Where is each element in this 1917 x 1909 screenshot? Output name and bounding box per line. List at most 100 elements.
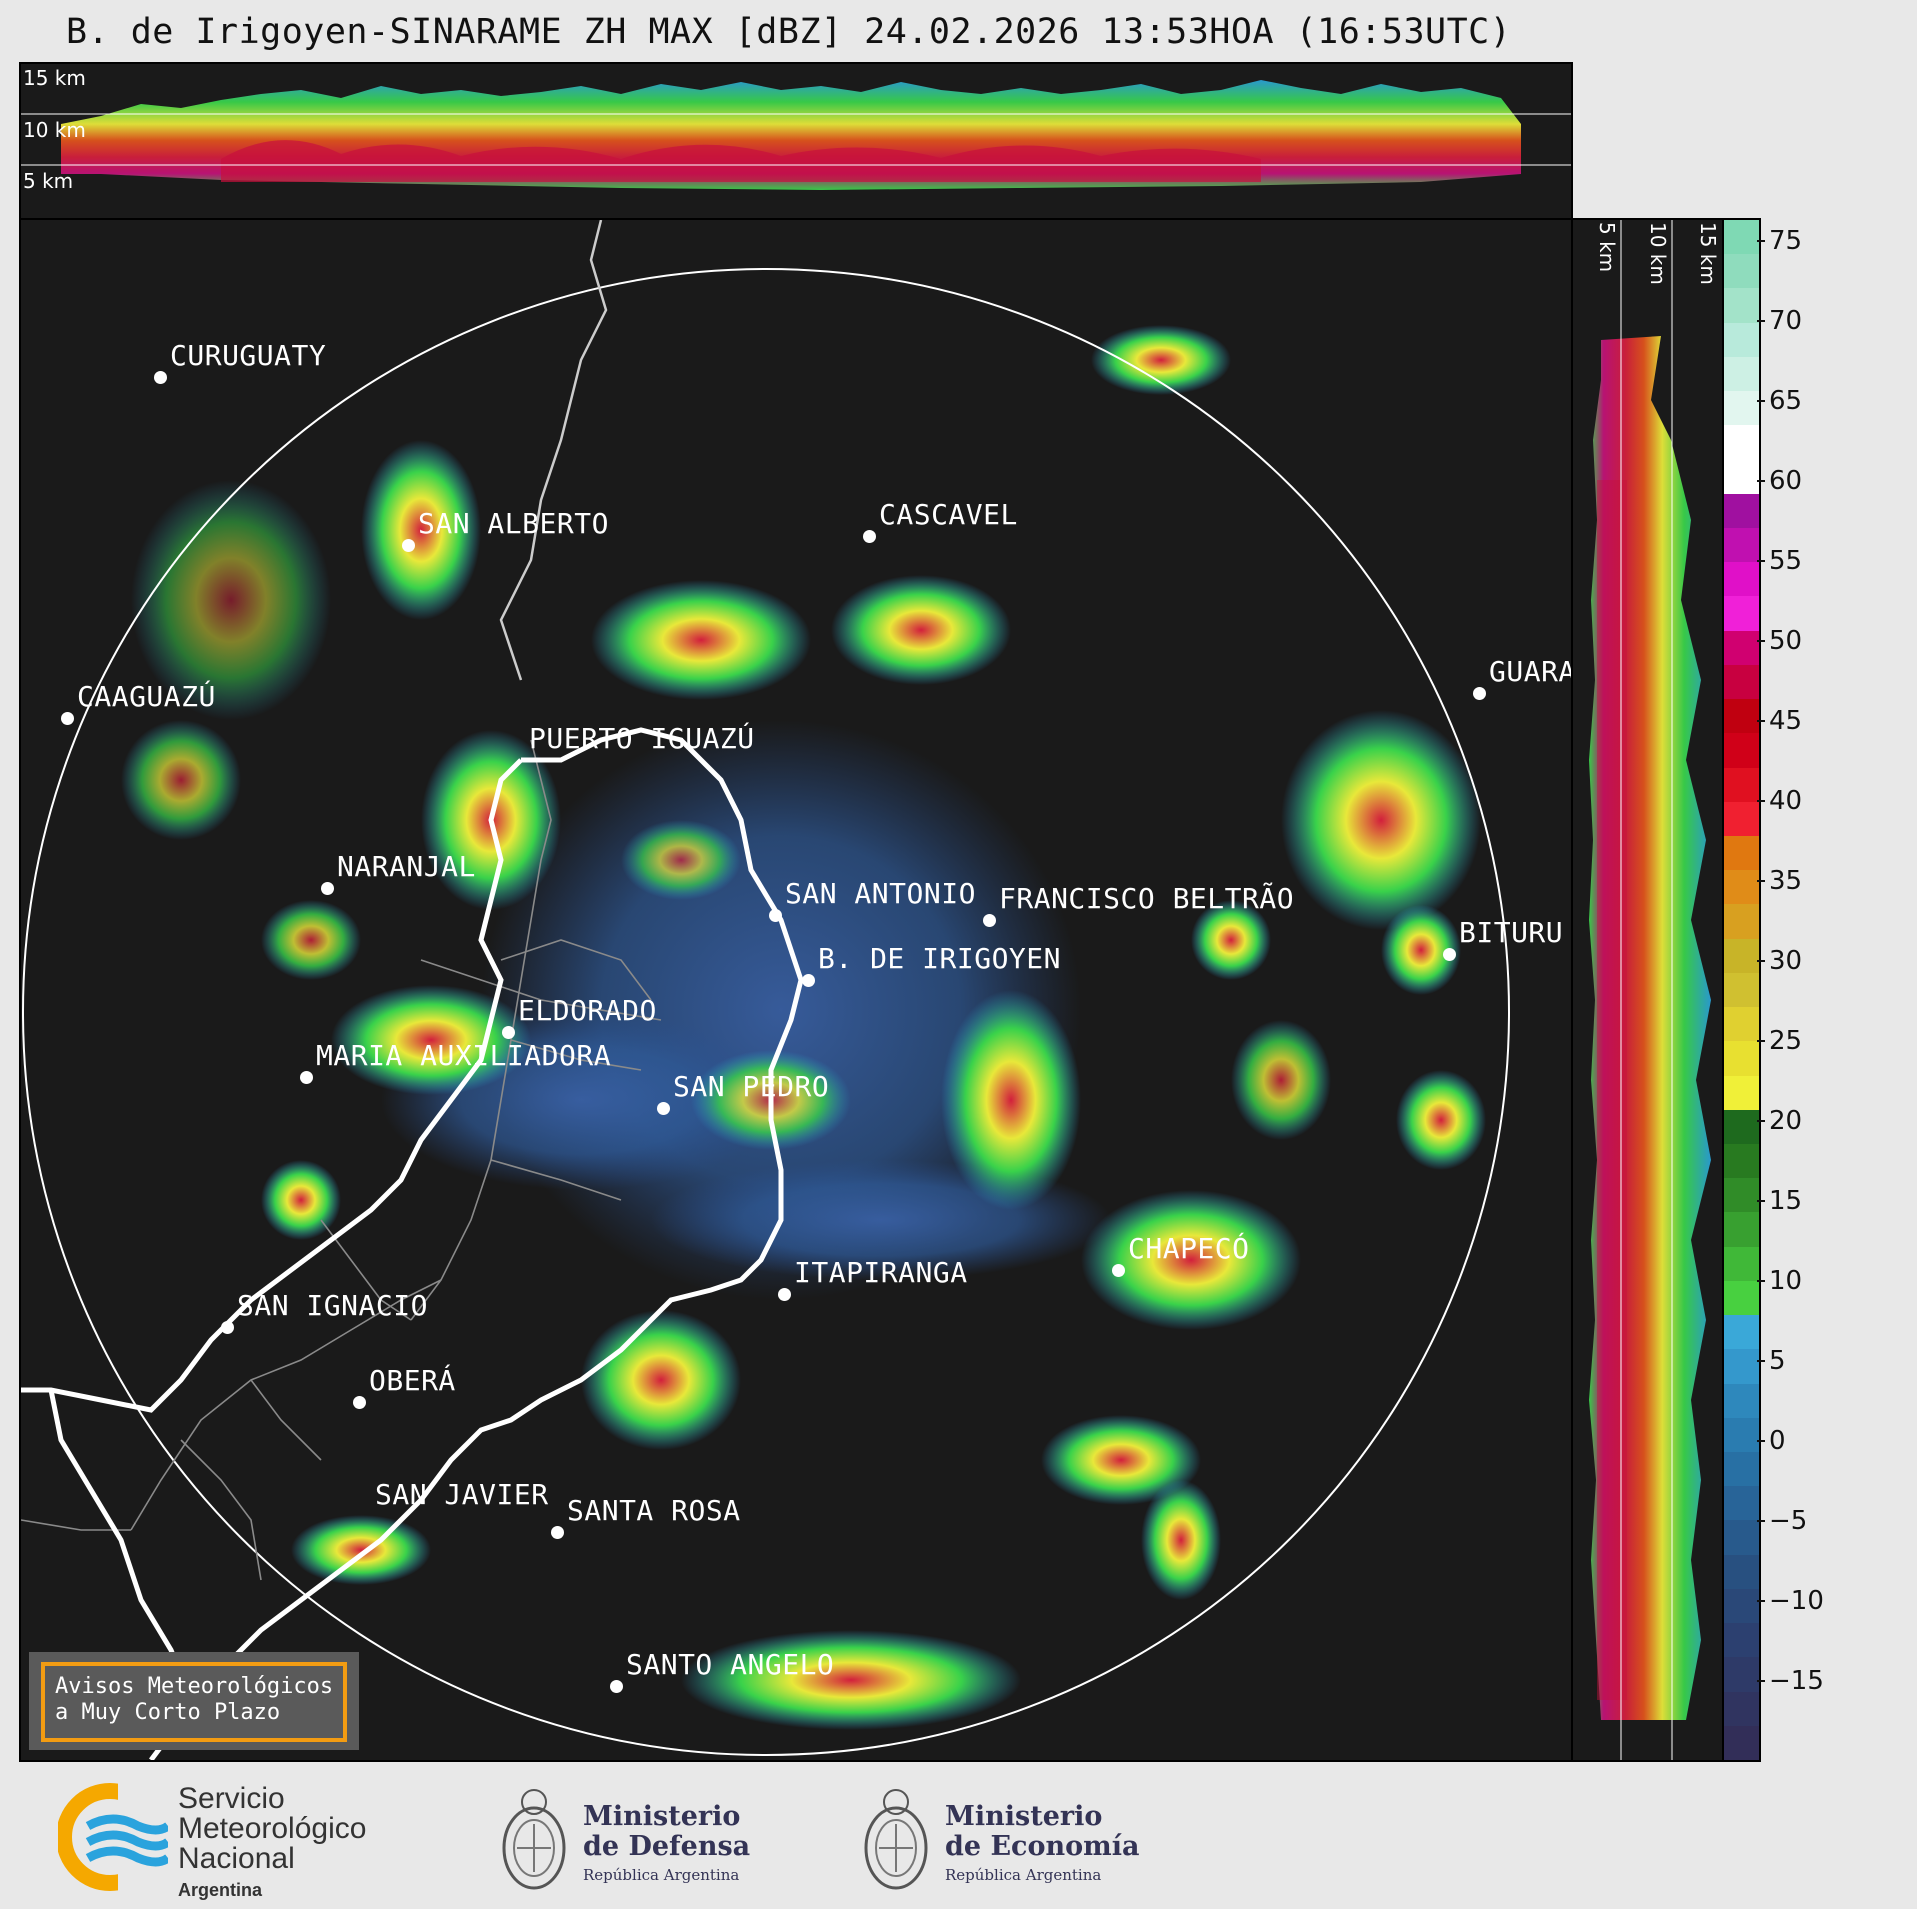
- top-altitude-label-5km: 5 km: [23, 169, 74, 193]
- city-label: ITAPIRANGA: [794, 1256, 968, 1289]
- right-altitude-label-5km: 5 km: [1595, 222, 1619, 273]
- city-dot: [221, 1321, 234, 1334]
- colorbar-tick-35: 35: [1756, 866, 1802, 896]
- alerts-line-2: a Muy Corto Plazo: [55, 1700, 281, 1725]
- colorbar-segment: [1724, 1041, 1759, 1077]
- city-dot: [769, 909, 782, 922]
- city-dot: [1112, 1264, 1125, 1277]
- colorbar-segment: [1724, 664, 1759, 701]
- colorbar-tick-minus5: −5: [1756, 1506, 1807, 1536]
- admin-boundaries: [21, 739, 662, 1581]
- footer-logos: Servicio Meteorológico Nacional Argentin…: [0, 1762, 1917, 1909]
- colorbar-segment: [1724, 767, 1759, 803]
- city-dot: [983, 914, 996, 927]
- city-dot: [300, 1071, 313, 1084]
- ministerio-defensa-line-3: República Argentina: [583, 1866, 740, 1884]
- city-label: SANTA ROSA: [567, 1494, 741, 1527]
- paraguay-brazil-border: [499, 220, 608, 681]
- alerts-link-box[interactable]: Avisos Meteorológicos a Muy Corto Plazo: [29, 1652, 359, 1750]
- colorbar-tick-minus15: −15: [1757, 1666, 1824, 1696]
- radar-range-ring: [22, 268, 1510, 1756]
- city-dot: [402, 539, 415, 552]
- city-dot: [863, 530, 876, 543]
- colorbar-tick-65: 65: [1756, 386, 1802, 416]
- colorbar-tick-55: 55: [1756, 546, 1802, 576]
- city-label: SAN IGNACIO: [237, 1289, 428, 1322]
- city-label: GUARA: [1489, 655, 1573, 688]
- colorbar-segment: [1724, 1725, 1759, 1760]
- city-label: CURUGUATY: [170, 339, 327, 372]
- colorbar-tick-20: 20: [1756, 1106, 1802, 1136]
- colorbar-segment: [1724, 562, 1759, 598]
- top-cross-section-echoes: [21, 80, 1571, 190]
- city-dot: [551, 1526, 564, 1539]
- colorbar-segment: [1724, 972, 1759, 1009]
- city-label: SAN ALBERTO: [418, 507, 609, 540]
- colorbar-segment: [1724, 1588, 1759, 1625]
- city-label: NARANJAL: [337, 850, 476, 883]
- city-label: OBERÁ: [369, 1364, 456, 1397]
- ministerio-defensa-line-2: de Defensa: [583, 1831, 751, 1862]
- colorbar-segment: [1724, 836, 1759, 872]
- smn-wordmark: Servicio Meteorológico Nacional Argentin…: [178, 1784, 366, 1901]
- map-title: B. de Irigoyen-SINARAME ZH MAX [dBZ] 24.…: [66, 12, 1512, 52]
- colorbar-tick-15: 15: [1756, 1186, 1802, 1216]
- alerts-link-frame[interactable]: Avisos Meteorológicos a Muy Corto Plazo: [41, 1662, 347, 1742]
- colorbar-segment: [1724, 1109, 1759, 1145]
- colorbar-segment: [1724, 1246, 1759, 1282]
- colorbar-segment: [1724, 220, 1759, 256]
- city-label: PUERTO IGUAZÚ: [529, 722, 755, 755]
- colorbar-segment: [1724, 459, 1759, 495]
- city-dot: [321, 882, 334, 895]
- colorbar-segment: [1724, 1691, 1759, 1727]
- colorbar-segment: [1724, 254, 1759, 290]
- ministerio-defensa-line-1: Ministerio: [583, 1801, 741, 1832]
- ministerio-economia-line-3: República Argentina: [945, 1866, 1102, 1884]
- colorbar-segment: [1724, 1144, 1759, 1180]
- colorbar-tick-40: 40: [1756, 786, 1802, 816]
- right-cross-section-panel: 5 km 10 km 15 km: [1569, 218, 1725, 1762]
- dbz-colorbar: [1722, 218, 1761, 1762]
- city-label: SAN PEDRO: [673, 1070, 830, 1103]
- colorbar-segment: [1724, 1280, 1759, 1317]
- city-dot: [802, 974, 815, 987]
- city-label: SAN ANTONIO: [785, 877, 976, 910]
- colorbar-segment: [1724, 870, 1759, 906]
- city-dot: [502, 1026, 515, 1039]
- colorbar-segment: [1724, 733, 1759, 769]
- colorbar-segment: [1724, 391, 1759, 427]
- city-dot: [778, 1288, 791, 1301]
- colorbar-tick-minus10: −10: [1757, 1586, 1824, 1616]
- city-label: FRANCISCO BELTRÃO: [999, 882, 1295, 915]
- smn-line-2: Meteorológico: [178, 1812, 367, 1845]
- right-altitude-label-15km: 15 km: [1696, 222, 1720, 285]
- colorbar-tick-5: 5: [1757, 1346, 1786, 1376]
- colorbar-segment: [1724, 1383, 1759, 1419]
- city-label: CAAGUAZÚ: [77, 680, 216, 713]
- colorbar-segment: [1724, 288, 1759, 324]
- colorbar-segment: [1724, 1212, 1759, 1248]
- colorbar-segment: [1724, 1315, 1759, 1351]
- colorbar-segment: [1724, 1349, 1759, 1385]
- ministerio-defensa-text: Ministerio de Defensa República Argentin…: [583, 1801, 751, 1885]
- colorbar-tick-75: 75: [1756, 226, 1802, 256]
- city-dot: [1473, 687, 1486, 700]
- top-altitude-label-15km: 15 km: [23, 66, 86, 90]
- colorbar-tick-30: 30: [1756, 946, 1802, 976]
- colorbar-tick-60: 60: [1756, 466, 1802, 496]
- city-dot: [1443, 948, 1456, 961]
- colorbar-segment: [1724, 1417, 1759, 1453]
- city-dot: [154, 371, 167, 384]
- ministerio-economia-line-1: Ministerio: [945, 1801, 1103, 1832]
- city-label: SANTO ANGELO: [626, 1648, 835, 1681]
- right-altitude-label-10km: 10 km: [1646, 222, 1670, 285]
- colorbar-segment: [1724, 1178, 1759, 1214]
- argentina-seal-icon: [864, 1789, 928, 1890]
- colorbar-tick-50: 50: [1756, 626, 1802, 656]
- smn-logo-icon: [58, 1782, 168, 1892]
- alerts-line-1: Avisos Meteorológicos: [55, 1674, 334, 1699]
- city-label: B. DE IRIGOYEN: [818, 942, 1062, 975]
- colorbar-segment: [1724, 322, 1759, 358]
- smn-line-4: Argentina: [178, 1880, 263, 1900]
- colorbar-segment: [1724, 493, 1759, 529]
